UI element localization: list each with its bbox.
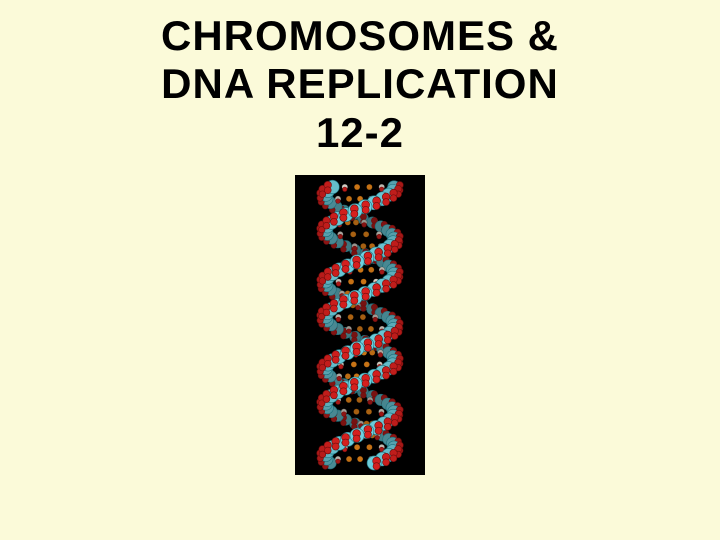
dna-image-container xyxy=(295,175,425,475)
slide-title: CHROMOSOMES & DNA REPLICATION 12-2 xyxy=(161,12,559,157)
title-line-3: 12-2 xyxy=(316,109,404,156)
slide: CHROMOSOMES & DNA REPLICATION 12-2 xyxy=(0,0,720,540)
title-line-2: DNA REPLICATION xyxy=(161,60,559,107)
title-line-1: CHROMOSOMES & xyxy=(161,12,559,59)
dna-helix-image xyxy=(295,175,425,475)
